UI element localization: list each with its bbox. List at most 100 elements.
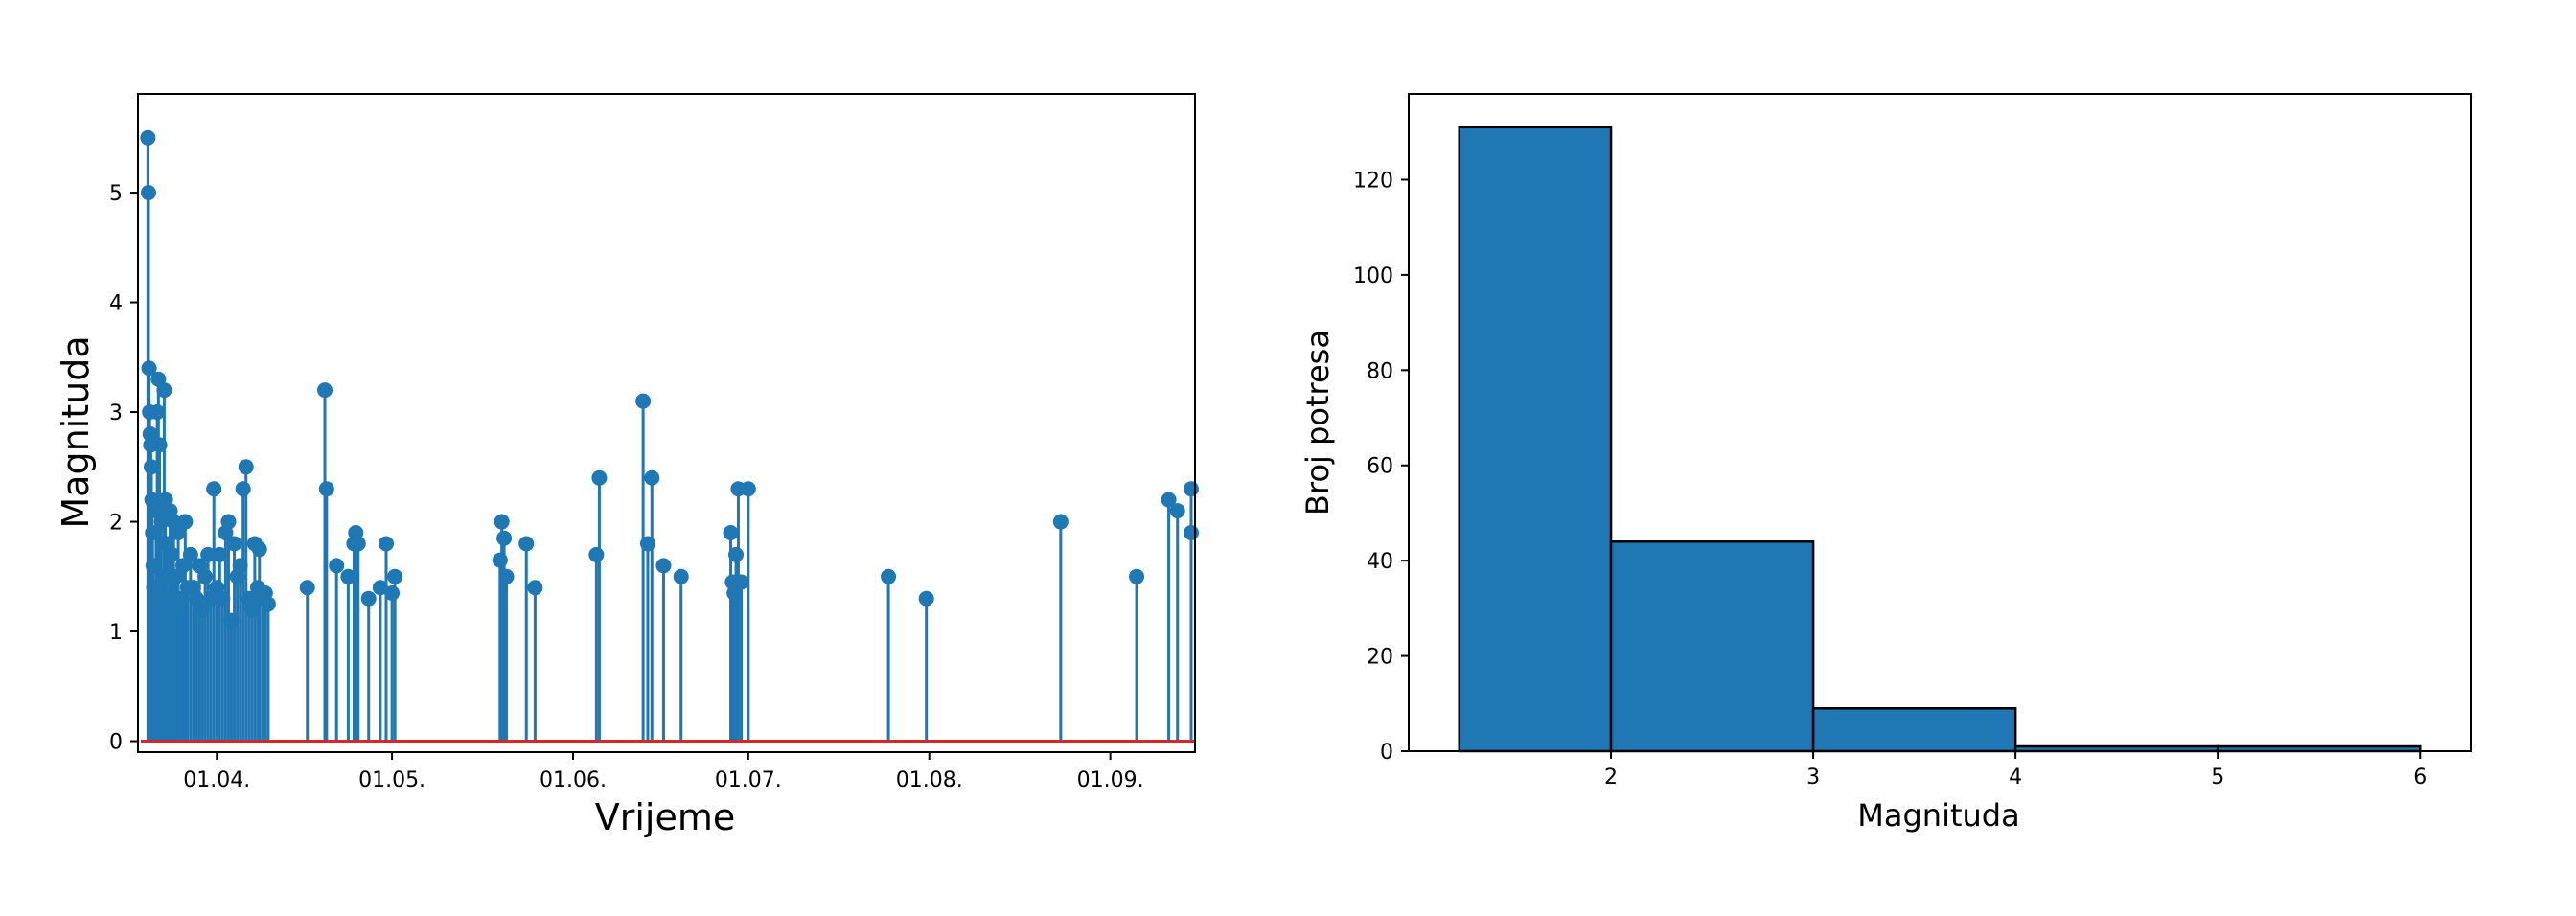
x-tick-label: 3 xyxy=(1806,766,1820,790)
histogram-bar xyxy=(1811,707,2017,753)
stem-marker xyxy=(918,590,934,607)
stem-marker xyxy=(635,393,652,409)
x-tick-label: 6 xyxy=(2413,766,2426,790)
stem-marker xyxy=(1184,481,1199,497)
stem-marker xyxy=(146,580,162,596)
y-tick-label: 3 xyxy=(109,401,123,425)
stem-marker xyxy=(318,481,334,497)
stem-marker xyxy=(195,602,211,618)
stem-marker xyxy=(177,514,194,530)
stem-marker xyxy=(881,568,897,584)
stem-marker xyxy=(1052,514,1069,530)
stem-marker xyxy=(350,536,366,552)
stem-marker xyxy=(656,558,672,574)
y-tick-label: 80 xyxy=(1367,359,1393,383)
stem-marker xyxy=(215,590,231,607)
x-tick-label: 01.09. xyxy=(1077,768,1144,792)
stem-marker xyxy=(206,481,222,497)
stem-marker xyxy=(1161,492,1177,508)
stem-marker xyxy=(223,612,240,629)
stem-marker xyxy=(235,481,251,497)
y-tick-label: 5 xyxy=(109,182,123,206)
stem-marker xyxy=(378,536,394,552)
stem-marker xyxy=(243,602,260,618)
stem-marker xyxy=(182,546,198,562)
x-tick-label: 2 xyxy=(1604,766,1618,790)
x-tick-label: 5 xyxy=(2211,766,2224,790)
stem-marker xyxy=(140,185,156,201)
stem-marker xyxy=(384,584,401,601)
stem-marker xyxy=(644,469,660,486)
stem-marker xyxy=(142,425,158,442)
stem-marker xyxy=(1169,503,1185,519)
stem-marker xyxy=(588,546,605,562)
stem-marker xyxy=(164,546,180,562)
stem-marker xyxy=(153,514,170,530)
y-tick-label: 1 xyxy=(109,621,123,645)
stem-marker xyxy=(728,546,745,562)
left-y-axis-label: Magnituda xyxy=(55,335,97,528)
x-tick-label: 4 xyxy=(2009,766,2022,790)
stem-marker xyxy=(156,382,172,399)
stem-marker xyxy=(726,584,743,601)
stem-marker xyxy=(639,536,656,552)
stem-marker xyxy=(527,580,543,596)
y-tick-label: 120 xyxy=(1353,169,1393,193)
stem-marker xyxy=(140,129,156,146)
right-plot-frame xyxy=(1408,93,2472,752)
stem-marker xyxy=(360,590,377,607)
stem-marker xyxy=(498,568,515,584)
stem-marker xyxy=(740,481,756,497)
stem-marker xyxy=(518,536,535,552)
y-tick-label: 2 xyxy=(109,512,123,536)
stem-marker xyxy=(174,558,191,574)
stem-marker xyxy=(340,568,356,584)
stem-marker xyxy=(492,552,508,568)
stem-marker xyxy=(591,469,608,486)
x-tick-label: 01.05. xyxy=(358,768,426,792)
stem-marker xyxy=(494,514,510,530)
stem-marker xyxy=(145,558,161,574)
x-tick-label: 01.07. xyxy=(715,768,782,792)
stem-marker xyxy=(329,558,345,574)
left-x-axis-label: Vrijeme xyxy=(595,796,736,838)
y-tick-label: 0 xyxy=(109,731,123,755)
stem-marker xyxy=(317,382,334,399)
stem-marker xyxy=(144,459,160,475)
magnitude-stem-chart: 0 1 2 3 4 5 01.04. 01.05. 01.06. 01.07. 01.08. 01.… xyxy=(55,93,1199,838)
stem-marker xyxy=(232,558,248,574)
stem-marker xyxy=(220,514,237,530)
stem-marker xyxy=(1129,568,1145,584)
stem-marker xyxy=(147,590,163,607)
y-tick-label: 0 xyxy=(1380,741,1393,765)
stem-marker xyxy=(251,541,267,558)
stem-marker xyxy=(197,568,214,584)
stem-marker xyxy=(496,530,513,546)
stem-marker xyxy=(150,404,166,421)
stem-marker xyxy=(171,525,187,540)
stem-marker xyxy=(151,437,168,453)
stem-marker xyxy=(200,546,217,562)
right-x-axis-label: Magnituda xyxy=(1857,797,2019,834)
stem-marker xyxy=(260,596,276,612)
stem-marker xyxy=(387,568,403,584)
right-y-axis-label: Broj potresa xyxy=(1300,330,1336,515)
stem-marker xyxy=(673,568,689,584)
stem-marker xyxy=(372,580,388,596)
stem-marker xyxy=(1184,525,1199,540)
y-tick-label: 40 xyxy=(1367,550,1393,574)
stem-marker xyxy=(168,568,184,584)
stem-marker xyxy=(154,568,171,584)
y-tick-label: 100 xyxy=(1353,264,1393,288)
stem-marker xyxy=(226,536,242,552)
stem-marker xyxy=(145,525,161,540)
y-tick-label: 4 xyxy=(109,292,123,316)
magnitude-histogram-chart: 0 20 40 60 80 100 120 2 3 4 5 6 Magnituda Broj pot… xyxy=(1300,93,2472,834)
stem-marker xyxy=(161,590,177,607)
histogram-bar xyxy=(1609,540,1815,753)
stem-marker xyxy=(733,574,749,590)
y-tick-label: 20 xyxy=(1367,646,1393,670)
x-tick-label: 01.04. xyxy=(183,768,250,792)
stem-marker xyxy=(299,580,315,596)
